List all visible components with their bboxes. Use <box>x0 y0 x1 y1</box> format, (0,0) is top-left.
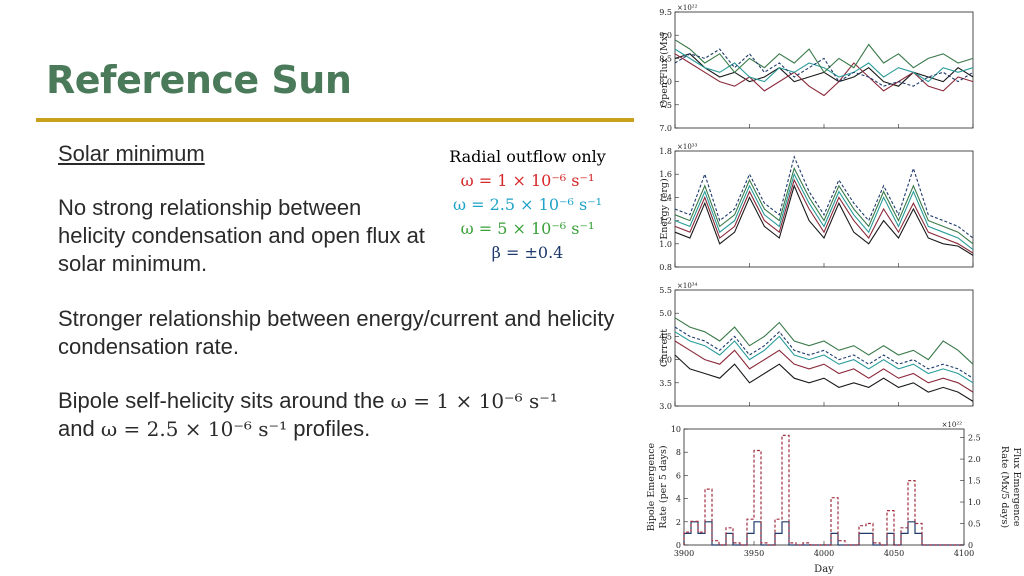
x-tick-label: 3950 <box>744 549 764 558</box>
legend-item-beta: β = ±0.4 <box>491 243 564 262</box>
y-tick-label: 3.5 <box>659 379 672 388</box>
y-tick-label: 8 <box>676 448 681 457</box>
y-tick-label: 0.8 <box>659 263 672 272</box>
para3-text-a: Bipole self-helicity sits around the <box>58 388 391 413</box>
y-tick-label: 4 <box>676 495 681 504</box>
scale-label: ×10²² <box>677 4 698 12</box>
y2-axis-label: Flux Emergence <box>1011 448 1022 527</box>
x-tick-label: 4050 <box>884 549 904 558</box>
y2-tick-label: 2.0 <box>968 455 981 464</box>
y-axis-label: Bipole Emergence <box>646 442 657 531</box>
y2-tick-label: 1.0 <box>968 498 981 507</box>
y-tick-label: 5.5 <box>659 286 672 295</box>
y-tick-label: 4.5 <box>659 332 672 341</box>
y-tick-label: 6 <box>676 471 681 480</box>
title-divider <box>36 118 634 122</box>
y2-tick-label: 0.5 <box>968 520 981 529</box>
series-line <box>674 326 974 379</box>
page-title: Reference Sun <box>46 58 352 102</box>
y-axis-label: Current <box>659 329 670 367</box>
chart-frame-1 <box>674 150 974 268</box>
y-tick-label: 1.8 <box>659 147 672 156</box>
x-tick-label: 4100 <box>954 549 974 558</box>
series-line <box>674 184 974 256</box>
series-line <box>674 39 974 74</box>
paragraph-self-helicity: Bipole self-helicity sits around the ω =… <box>58 387 648 443</box>
y-tick-label: 1.2 <box>659 217 672 226</box>
series-line <box>674 317 974 365</box>
y-axis-label: Energy (erg) <box>659 178 670 239</box>
y2-axis-label: Rate (Mx/5 days) <box>999 446 1010 528</box>
y-axis-label: Rate (per 5 days) <box>658 445 669 528</box>
legend-item-omega-1: ω = 1 × 10⁻⁶ s⁻¹ <box>460 171 595 190</box>
y-tick-label: 0 <box>676 541 681 550</box>
y-tick-label: 7.5 <box>659 101 672 110</box>
series-line <box>674 166 974 245</box>
y2-tick-label: 1.5 <box>968 477 981 486</box>
series-line <box>674 331 974 384</box>
y-tick-label: 4.0 <box>659 356 672 365</box>
y2-tick-label: 0 <box>968 541 973 550</box>
scale-label: ×10³³ <box>677 143 698 151</box>
series-line <box>674 340 974 393</box>
legend-item-omega-2-5: ω = 2.5 × 10⁻⁶ s⁻¹ <box>452 195 603 214</box>
paragraph-open-flux: No strong relationship between helicity … <box>58 195 425 276</box>
y-tick-label: 9.5 <box>659 8 672 17</box>
para3-text-c: profiles. <box>287 416 371 441</box>
y-tick-label: 1.0 <box>659 240 672 249</box>
legend-header: Radial outflow only <box>449 147 606 166</box>
y-tick-label: 1.6 <box>659 170 672 179</box>
x-tick-label: 3900 <box>674 549 694 558</box>
y-axis-label: Open Flux (Mx) <box>659 32 670 107</box>
chart-frame-2 <box>674 289 974 407</box>
chart-frame-0 <box>674 11 974 129</box>
y-tick-label: 1.4 <box>659 193 672 202</box>
x-axis-label: Day <box>814 564 834 575</box>
series-line <box>674 48 974 83</box>
subtitle: Solar minimum <box>58 141 205 166</box>
para3-math-2: ω = 2.5 × 10⁻⁶ s⁻¹ <box>100 417 288 441</box>
legend-item-omega-5: ω = 5 × 10⁻⁶ s⁻¹ <box>460 219 595 238</box>
scale-label: ×10³⁴ <box>677 282 698 290</box>
y-tick-label: 8.5 <box>659 54 672 63</box>
series-line <box>674 48 974 87</box>
y-tick-label: 7.0 <box>659 124 672 133</box>
para3-text-b: and <box>58 416 101 441</box>
series-line <box>674 354 974 402</box>
series-line <box>674 53 974 97</box>
y-tick-label: 8.0 <box>659 78 672 87</box>
series-line <box>674 155 974 239</box>
y-tick-label: 5.0 <box>659 309 672 318</box>
y2-tick-label: 2.5 <box>968 434 981 443</box>
x-tick-label: 4000 <box>814 549 834 558</box>
y-tick-label: 10 <box>671 425 681 434</box>
y-tick-label: 9.0 <box>659 31 672 40</box>
paragraph-energy-current: Stronger relationship between energy/cur… <box>58 306 615 359</box>
y-tick-label: 3.0 <box>659 402 672 411</box>
para3-math-1: ω = 1 × 10⁻⁶ s⁻¹ <box>390 389 558 413</box>
series-line <box>674 178 974 254</box>
y-tick-label: 2 <box>676 518 681 527</box>
scale-label: ×10²² <box>942 421 963 429</box>
series-line <box>674 172 974 251</box>
histogram-series <box>683 434 964 546</box>
legend: Radial outflow only ω = 1 × 10⁻⁶ s⁻¹ ω =… <box>430 145 625 265</box>
